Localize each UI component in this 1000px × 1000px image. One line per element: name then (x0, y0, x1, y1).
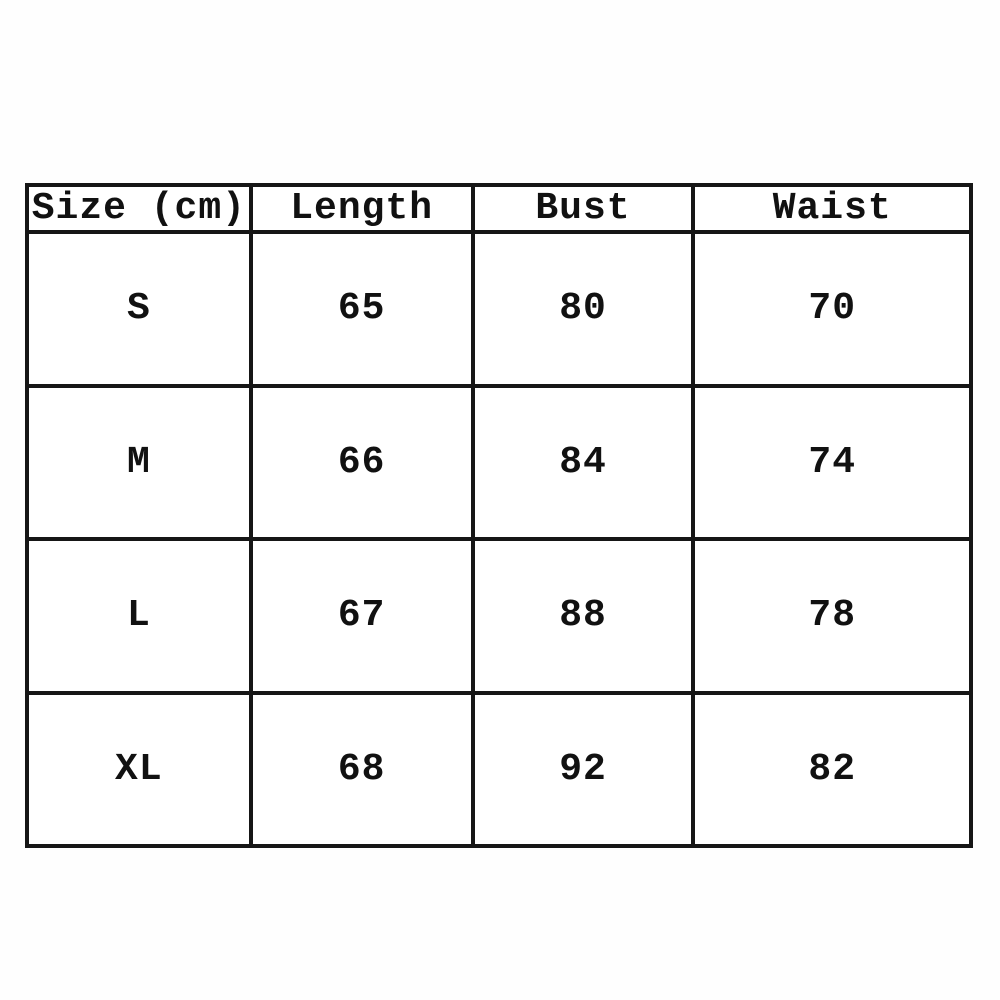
cell-xl-bust: 92 (470, 690, 696, 848)
table-row-s: S 65 80 70 (25, 230, 973, 388)
cell-s-length: 65 (248, 230, 475, 388)
cell-l-length: 67 (248, 537, 475, 695)
cell-l-size: L (25, 537, 253, 695)
cell-m-length: 66 (248, 383, 475, 541)
size-chart-body: S 65 80 70 M 66 84 74 L 67 88 78 XL 68 9… (25, 230, 973, 848)
header-cell-waist: Waist (691, 183, 973, 234)
cell-l-bust: 88 (470, 537, 696, 695)
header-cell-size-cm: Size (cm) (25, 183, 253, 234)
cell-xl-length: 68 (248, 690, 475, 848)
cell-s-size: S (25, 230, 253, 388)
cell-l-waist: 78 (691, 537, 973, 695)
header-row: Size (cm) Length Bust Waist (25, 183, 973, 234)
cell-m-size: M (25, 383, 253, 541)
cell-m-waist: 74 (691, 383, 973, 541)
cell-s-waist: 70 (691, 230, 973, 388)
size-chart-header: Size (cm) Length Bust Waist (25, 183, 973, 234)
cell-s-bust: 80 (470, 230, 696, 388)
size-chart-table: Size (cm) Length Bust Waist S 65 80 70 M… (25, 183, 973, 848)
table-row-m: M 66 84 74 (25, 383, 973, 541)
cell-xl-size: XL (25, 690, 253, 848)
cell-xl-waist: 82 (691, 690, 973, 848)
header-cell-bust: Bust (470, 183, 696, 234)
cell-m-bust: 84 (470, 383, 696, 541)
table-row-xl: XL 68 92 82 (25, 690, 973, 848)
table-row-l: L 67 88 78 (25, 537, 973, 695)
header-cell-length: Length (248, 183, 475, 234)
